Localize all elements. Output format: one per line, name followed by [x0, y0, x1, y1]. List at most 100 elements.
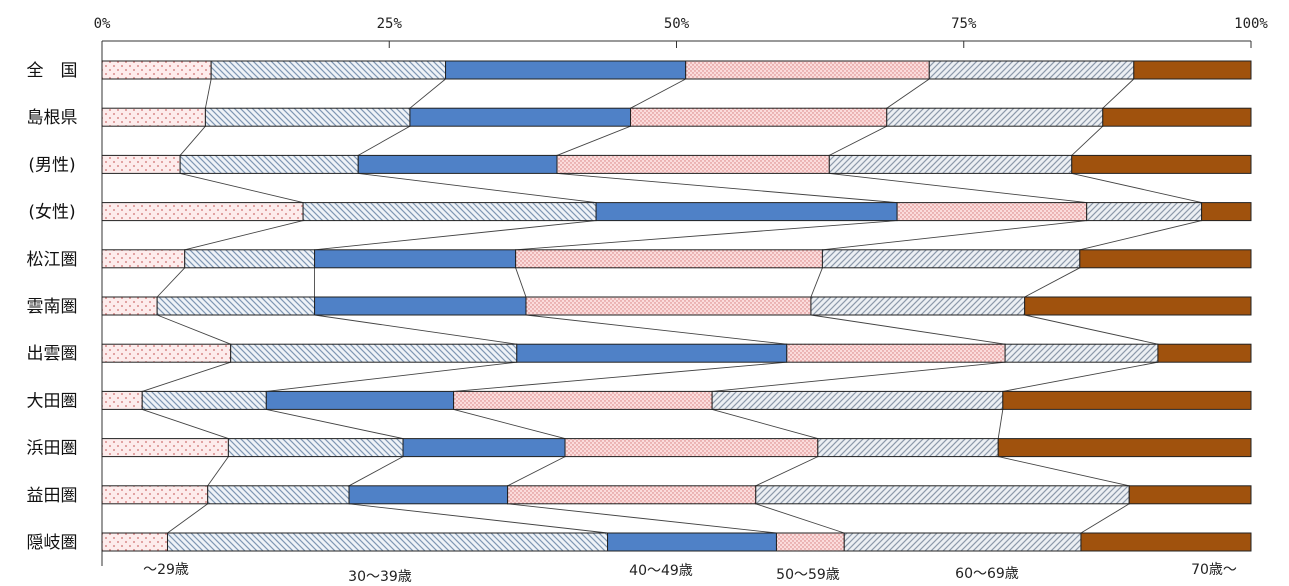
bar-segment: [1004, 343, 1159, 363]
x-tick-label: 0%: [94, 16, 111, 32]
connector-line: [409, 78, 446, 109]
connector-line: [1024, 314, 1159, 345]
legend-label: 30～39歳: [348, 569, 412, 585]
category-label: 隠岐圏: [27, 533, 78, 553]
connector-line: [184, 220, 304, 251]
connector-line: [810, 314, 1006, 345]
connector-line: [810, 267, 823, 298]
bar-segment: [101, 154, 181, 174]
bar-segment: [843, 532, 1082, 552]
connector-line: [207, 456, 229, 487]
connector-line: [1002, 361, 1159, 392]
bar-segment: [507, 485, 757, 505]
bar-segment: [630, 107, 888, 127]
bar-segment: [817, 438, 999, 458]
connector-line: [829, 172, 1087, 204]
connector-line: [142, 408, 229, 440]
connector-line: [266, 361, 517, 392]
connector-line: [515, 220, 898, 251]
category-label: 松江圏: [27, 250, 78, 270]
connector-line: [630, 78, 686, 109]
bar-segment: [556, 154, 830, 174]
legend-label: 50～59歳: [776, 567, 840, 583]
connector-line: [556, 125, 631, 156]
bar-segment: [1080, 532, 1252, 552]
connector-line: [515, 267, 527, 298]
connector-line: [204, 78, 212, 109]
bar-segment: [810, 296, 1026, 316]
bar-segment: [402, 438, 566, 458]
bar-segment: [166, 532, 609, 552]
connector-line: [156, 314, 231, 345]
connector-line: [712, 361, 1006, 392]
bar-segment: [101, 60, 212, 80]
bar-segment: [516, 343, 788, 363]
connector-line: [1102, 78, 1135, 109]
connector-line: [755, 503, 845, 534]
bar-segment: [101, 532, 168, 552]
bar-segment: [1002, 390, 1252, 410]
connector-line: [1071, 125, 1104, 156]
bar-segment: [997, 438, 1252, 458]
connector-line: [507, 503, 777, 534]
bar-segment: [314, 249, 517, 269]
legend: ～29歳 30～39歳 40～49歳 50～59歳 60～69歳 70歳～: [143, 562, 1237, 585]
bar-segment: [227, 438, 404, 458]
bar-segment: [821, 249, 1081, 269]
connector-line: [997, 409, 1004, 439]
bar-segment: [141, 390, 267, 410]
bar-segment: [302, 202, 597, 222]
bars: [101, 60, 1252, 552]
bar-segment: [265, 390, 455, 410]
connector-line: [998, 456, 1130, 487]
bar-segment: [204, 107, 411, 127]
connector-line: [711, 408, 818, 440]
connector-line: [179, 125, 206, 156]
bar-segment: [1133, 60, 1252, 80]
bar-segment: [1079, 249, 1252, 269]
connector-line: [453, 408, 566, 440]
bar-segment: [1071, 154, 1252, 174]
connector-line: [507, 456, 566, 487]
connector-line: [266, 408, 404, 440]
x-tick-label: 75%: [951, 16, 977, 32]
connector-line: [822, 220, 1087, 251]
bar-segment: [711, 390, 1004, 410]
bar-segment: [607, 532, 777, 552]
connector-line: [525, 314, 787, 345]
bar-segment: [409, 107, 632, 127]
category-label: 浜田圏: [27, 439, 78, 459]
connector-line: [348, 456, 404, 487]
connector-line: [1079, 220, 1202, 251]
bar-segment: [445, 60, 687, 80]
bar-segment: [1024, 296, 1252, 316]
bar-segment: [101, 343, 232, 363]
category-label: 全 国: [27, 61, 78, 81]
bar-segment: [179, 154, 359, 174]
connector-line: [1024, 267, 1081, 298]
connector-line: [886, 78, 930, 109]
category-label: 大田圏: [27, 391, 78, 411]
category-label: 雲南圏: [27, 297, 78, 317]
connector-line: [180, 172, 304, 204]
bar-segment: [184, 249, 316, 269]
bar-segment: [314, 296, 527, 316]
bar-segment: [564, 438, 819, 458]
legend-label: 40～49歳: [629, 563, 693, 579]
bar-segment: [1086, 202, 1203, 222]
category-label: 島根県: [27, 108, 78, 128]
category-label: (男性): [28, 155, 75, 175]
connector-line: [755, 456, 819, 487]
connector-line: [314, 314, 517, 345]
bar-segment: [357, 154, 558, 174]
bar-segment: [1157, 343, 1252, 363]
bar-segment: [156, 296, 316, 316]
bar-segment: [1102, 107, 1252, 127]
legend-label: 70歳～: [1191, 562, 1237, 578]
connector-line: [358, 125, 411, 156]
bar-segment: [685, 60, 930, 80]
bar-segment: [101, 390, 143, 410]
bar-segment: [207, 485, 350, 505]
bar-segment: [210, 60, 447, 80]
